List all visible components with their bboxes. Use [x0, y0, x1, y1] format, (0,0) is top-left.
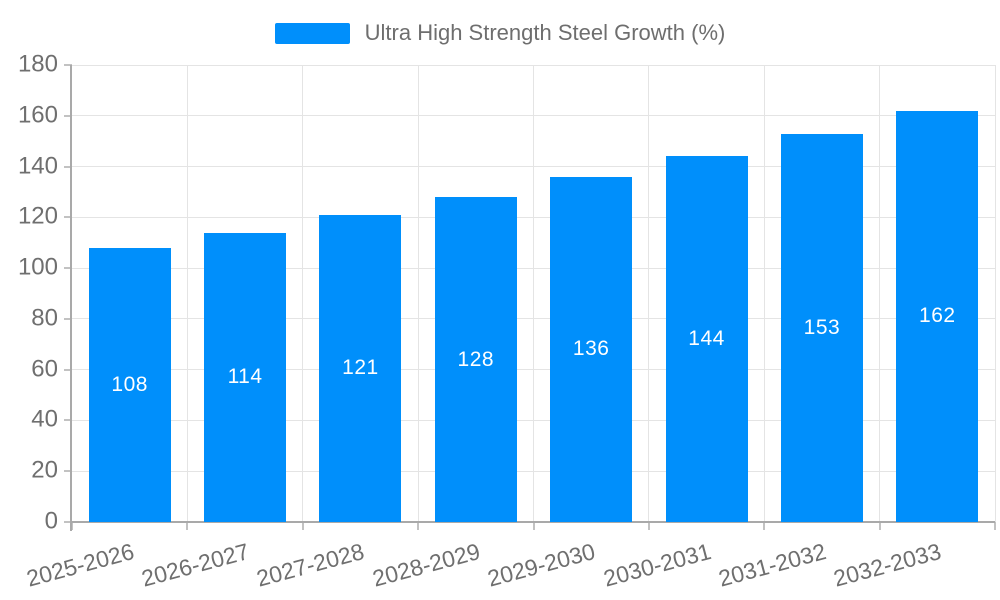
bar-2031-2032[interactable]: 153: [780, 133, 863, 522]
y-axis-label: 160: [17, 101, 58, 129]
bar-2025-2026[interactable]: 108: [88, 247, 171, 522]
bar-value-label: 121: [342, 356, 379, 380]
y-axis-tick: [64, 368, 72, 371]
y-axis-tick: [64, 216, 72, 219]
bar-2028-2029[interactable]: 128: [434, 197, 517, 522]
bar-value-label: 136: [572, 337, 610, 361]
x-axis-label: 2032-2033: [831, 538, 945, 592]
v-gridline: [417, 65, 419, 522]
bar-value-label: 108: [111, 372, 148, 396]
bar-2029-2030[interactable]: 136: [550, 176, 633, 522]
y-axis-tick: [64, 317, 72, 320]
y-axis-label: 40: [31, 405, 58, 433]
v-gridline: [186, 65, 188, 522]
x-axis-tick: [763, 522, 766, 530]
v-gridline: [763, 65, 765, 522]
y-axis-label: 60: [31, 355, 58, 383]
x-axis-tick: [186, 522, 189, 530]
y-axis-label: 0: [44, 507, 58, 535]
y-axis-tick: [64, 114, 72, 117]
bar-value-label: 114: [227, 365, 263, 389]
v-gridline: [648, 65, 650, 522]
y-axis-tick: [64, 165, 72, 168]
y-axis-label: 180: [17, 50, 58, 78]
legend-item[interactable]: Ultra High Strength Steel Growth (%): [274, 20, 726, 46]
bar-value-label: 128: [457, 347, 495, 371]
y-axis-label: 20: [31, 456, 58, 484]
y-axis-tick: [64, 419, 72, 422]
x-axis-tick: [71, 522, 73, 530]
x-axis-line: [72, 521, 995, 523]
v-gridline: [879, 65, 881, 522]
x-axis-label: 2030-2031: [600, 538, 714, 592]
y-axis-tick: [64, 470, 72, 473]
x-axis-label: 2029-2030: [484, 538, 598, 592]
x-axis-tick: [994, 522, 996, 530]
x-axis-label: 2026-2027: [138, 538, 252, 592]
y-axis-label: 140: [17, 151, 58, 179]
y-axis-label: 100: [17, 253, 58, 281]
bar-value-label: 153: [803, 315, 841, 339]
v-gridline: [533, 65, 534, 522]
y-axis-label: 120: [17, 202, 58, 230]
y-axis-tick: [64, 521, 72, 523]
bar-2032-2033[interactable]: 162: [896, 110, 979, 522]
v-gridline: [994, 65, 996, 522]
x-axis-tick: [417, 522, 420, 530]
x-axis-tick: [647, 522, 650, 530]
bar-value-label: 144: [688, 327, 725, 351]
legend: Ultra High Strength Steel Growth (%): [0, 20, 1000, 46]
y-axis-tick: [64, 64, 72, 66]
bar-2027-2028[interactable]: 121: [319, 214, 402, 522]
y-axis-line: [70, 65, 72, 531]
y-axis-tick: [64, 267, 72, 270]
v-gridline: [302, 65, 304, 522]
x-axis-label: 2025-2026: [23, 538, 137, 592]
x-axis-label: 2031-2032: [715, 538, 829, 592]
x-axis-tick: [532, 522, 535, 530]
x-axis-label: 2027-2028: [254, 538, 368, 592]
bar-2026-2027[interactable]: 114: [204, 232, 287, 522]
y-axis-label: 80: [31, 304, 58, 332]
legend-label: Ultra High Strength Steel Growth (%): [364, 20, 726, 45]
bar-value-label: 162: [919, 304, 956, 328]
x-axis-tick: [878, 522, 881, 530]
bar-2030-2031[interactable]: 144: [665, 156, 748, 522]
x-axis-tick: [301, 522, 304, 530]
x-axis-label: 2028-2029: [369, 538, 483, 592]
legend-swatch-icon: [274, 22, 350, 44]
